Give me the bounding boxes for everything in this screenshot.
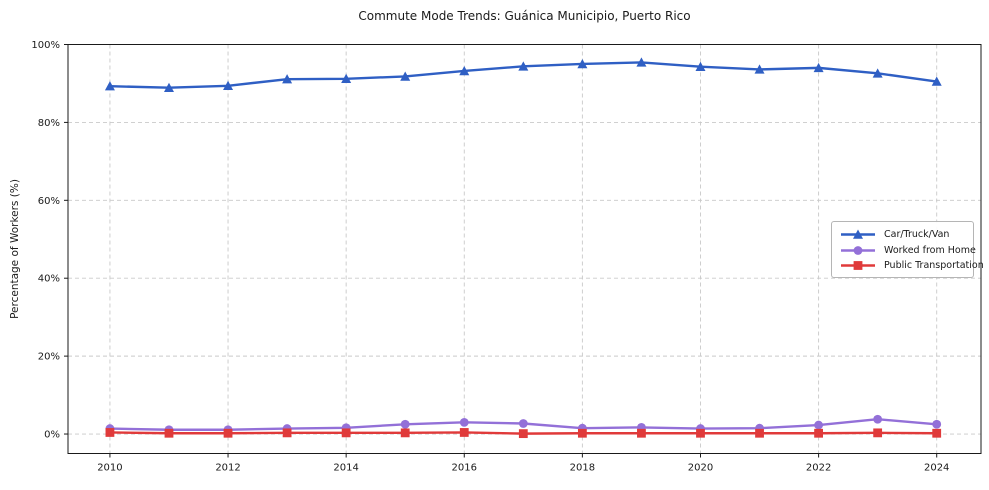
data-point-marker [637,428,646,438]
data-point-marker [518,419,528,428]
x-tick-label: 2024 [924,463,949,474]
data-point-marker [459,417,469,427]
y-tick-label: 100% [31,40,60,51]
x-tick-label: 2010 [97,463,122,474]
data-point-marker [814,420,823,430]
data-point-marker [932,428,942,438]
data-point-marker [873,428,883,438]
y-tick-label: 0% [44,430,60,441]
data-point-marker [163,82,174,92]
data-point-marker [755,428,764,438]
worked-from-home-line-icon [841,245,875,255]
data-point-marker [459,65,470,76]
data-point-marker [853,245,863,255]
legend: Car/Truck/Van Worked from Home Public Tr… [831,221,984,278]
legend-label: Public Transportation [884,260,984,271]
data-point-marker [577,428,587,438]
data-point-marker [400,428,410,438]
data-point-marker [400,419,410,429]
data-point-marker [814,428,823,438]
car-truck-van-line-icon [841,229,875,239]
y-tick-label: 40% [38,274,60,285]
data-point-marker [932,419,942,429]
data-point-marker [104,81,115,91]
data-point-marker [105,428,115,437]
data-point-marker [341,428,351,438]
data-point-marker [873,414,883,424]
legend-item-public-transportation: Public Transportation [839,258,984,273]
legend-item-worked-from-home: Worked from Home [839,243,976,258]
data-point-marker [853,261,863,270]
data-point-marker [853,229,863,239]
data-point-marker [636,57,647,67]
data-point-marker [282,74,293,84]
x-tick-label: 2016 [452,463,477,474]
data-point-marker [518,61,529,71]
public-transportation-line-icon [841,261,875,270]
data-point-marker [872,68,883,78]
chart-title: Commute Mode Trends: Guánica Municipio, … [358,9,691,23]
data-point-marker [696,428,705,438]
data-point-marker [754,64,765,74]
legend-label: Car/Truck/Van [884,229,950,240]
data-point-marker [813,62,824,73]
axes-spines [67,44,982,454]
data-point-marker [164,428,174,438]
y-tick-label: 60% [38,196,60,207]
legend-item-car-truck-van: Car/Truck/Van [839,227,967,242]
legend-label: Worked from Home [884,244,976,256]
data-point-marker [341,73,352,84]
data-point-marker [459,428,469,437]
data-point-marker [223,80,234,91]
data-point-marker [518,429,528,439]
x-tick-label: 2022 [806,463,831,474]
data-point-marker [400,71,411,81]
y-tick-label: 80% [38,118,60,129]
x-tick-label: 2012 [215,463,240,474]
y-tick-label: 20% [38,352,60,363]
data-point-marker [282,428,292,438]
data-point-marker [695,61,706,71]
data-point-marker [223,428,233,438]
data-point-marker [577,58,588,69]
x-tick-label: 2018 [570,463,595,474]
data-point-marker [931,76,942,86]
x-tick-label: 2014 [333,463,358,474]
x-tick-label: 2020 [688,463,713,474]
